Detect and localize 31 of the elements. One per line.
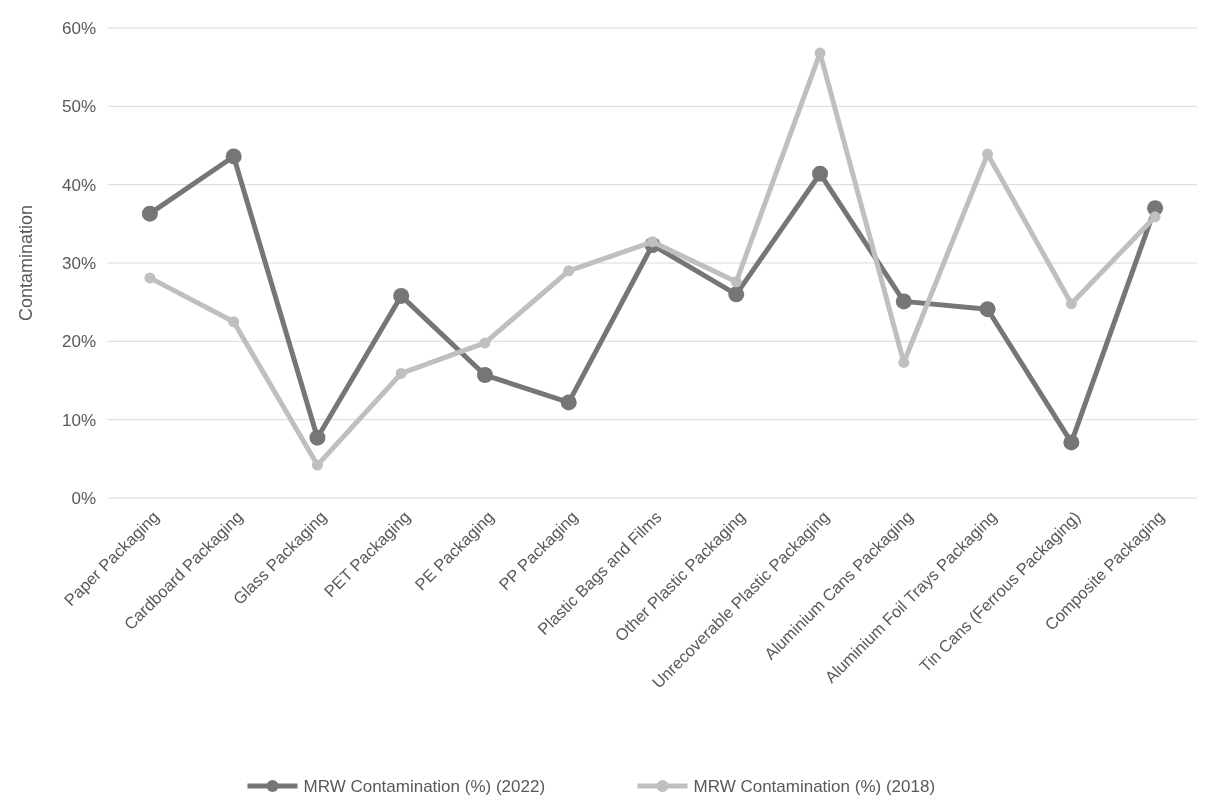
y-tick-label: 20% xyxy=(61,332,96,352)
point xyxy=(225,148,242,165)
point xyxy=(228,316,240,328)
point xyxy=(563,265,575,277)
point xyxy=(1065,298,1077,310)
point xyxy=(479,337,491,349)
legend-label: MRW Contamination (%) (2022) xyxy=(303,776,546,796)
point xyxy=(311,459,323,471)
y-tick-label: 10% xyxy=(61,410,96,430)
y-tick-label: 50% xyxy=(61,97,96,117)
point xyxy=(728,286,745,303)
point xyxy=(1063,434,1080,451)
y-tick-label: 0% xyxy=(71,488,96,508)
y-tick-label: 30% xyxy=(61,253,96,273)
point xyxy=(395,367,407,379)
y-tick-label: 60% xyxy=(61,18,96,38)
point xyxy=(144,272,156,284)
point xyxy=(309,429,326,446)
y-axis-title: Contamination xyxy=(16,204,36,322)
point xyxy=(730,276,742,288)
point xyxy=(393,287,410,304)
y-tick-label: 40% xyxy=(61,175,96,195)
point xyxy=(979,301,996,318)
point xyxy=(476,367,493,384)
point xyxy=(560,394,577,411)
point xyxy=(1149,211,1161,223)
point xyxy=(812,165,829,182)
point xyxy=(895,293,912,310)
point xyxy=(141,205,158,222)
legend-label: MRW Contamination (%) (2018) xyxy=(693,776,936,796)
point xyxy=(647,236,658,248)
